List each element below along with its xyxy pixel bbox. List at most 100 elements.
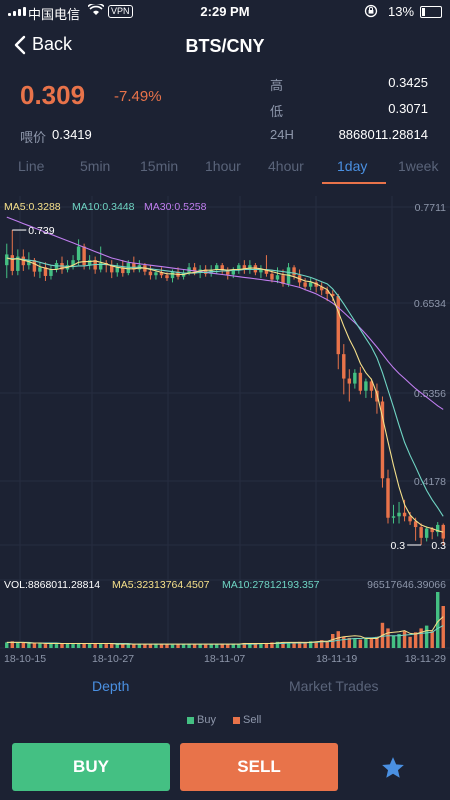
volume-bar	[441, 606, 445, 648]
volume-bar	[43, 644, 48, 648]
volume-bar	[38, 643, 42, 648]
volume-bar	[49, 643, 53, 648]
volume-bar	[264, 642, 269, 648]
sell-legend-label: Sell	[243, 714, 262, 726]
nav-bar: Back BTS/CNY	[0, 28, 450, 64]
volume-bar	[242, 642, 247, 648]
volume-bar	[60, 643, 64, 648]
candle-body	[413, 521, 418, 528]
tab-1day[interactable]: 1day	[337, 158, 368, 174]
candle-body	[154, 272, 158, 276]
candle-body	[27, 260, 31, 266]
price-axis-labels: 0.7711 0.6534 0.5356 0.4178	[414, 202, 446, 488]
candle-body	[336, 296, 340, 355]
candle-body	[358, 372, 363, 391]
volume-bar	[87, 644, 92, 648]
candle-body	[242, 265, 247, 270]
favorite-star-icon[interactable]	[378, 755, 408, 781]
date-axis-label: 18-11-19	[316, 653, 357, 665]
battery-icon	[420, 6, 442, 18]
volume-bar	[21, 642, 26, 648]
volume-bar	[214, 644, 219, 648]
date-axis-label: 18-11-29	[405, 653, 446, 665]
volume-bar	[336, 631, 340, 648]
candle-body	[203, 269, 208, 274]
volume-bars	[5, 592, 445, 648]
candle-body	[430, 528, 434, 533]
volume-bar	[402, 631, 407, 648]
volume-bar	[325, 641, 329, 648]
volume-bar	[16, 642, 20, 648]
volume-bar	[192, 644, 197, 648]
buy-button[interactable]: BUY	[12, 743, 170, 791]
volume-bar	[110, 643, 114, 648]
battery-percent: 13%	[388, 4, 415, 19]
price-axis-label: 0.4178	[414, 476, 446, 488]
volume-bar	[71, 644, 75, 648]
volume-bar	[347, 637, 352, 648]
candle-body	[98, 263, 103, 270]
candle-body	[16, 256, 20, 271]
tab-line[interactable]: Line	[18, 158, 45, 174]
candle-body	[110, 265, 114, 273]
volume-bar	[275, 641, 280, 648]
candle-body	[325, 290, 329, 294]
volume-ma5-legend: MA5:32313764.4507	[112, 579, 210, 591]
rotation-lock-icon	[364, 4, 378, 21]
candle-body	[386, 478, 390, 518]
volume-24h-value: 8868011.28814	[338, 127, 428, 142]
candle-body	[397, 512, 401, 517]
volume-bar	[397, 634, 401, 648]
candle-body	[82, 246, 86, 266]
tab-15min[interactable]: 15min	[140, 158, 179, 174]
ma-lines	[6, 216, 444, 533]
low-label: 低	[270, 104, 284, 119]
volume-legend: VOL:8868011.28814	[4, 579, 100, 591]
wifi-icon	[87, 2, 105, 19]
volume-bar	[121, 644, 125, 648]
candle-body	[308, 282, 313, 287]
price-axis-label: 0.5356	[414, 388, 446, 400]
volume-bar	[181, 644, 186, 648]
tab-depth[interactable]: Depth	[92, 678, 130, 694]
candle-body	[132, 263, 136, 270]
candle-body	[314, 282, 318, 287]
tab-market-trades[interactable]: Market Trades	[289, 678, 379, 694]
volume-bar	[159, 644, 164, 648]
candle-body	[347, 378, 352, 384]
kline-chart[interactable]: MA5:0.3288 MA10:0.3448 MA30:0.5258 0.771…	[0, 192, 450, 670]
price-change: -7.49%	[114, 88, 162, 105]
candle-body	[10, 255, 15, 271]
candle-body	[402, 512, 407, 517]
tab-5min[interactable]: 5min	[80, 158, 111, 174]
volume-bar	[353, 639, 357, 648]
candle-body	[148, 271, 153, 276]
status-bar: 中国电信 VPN 2:29 PM 13%	[0, 0, 450, 24]
candle-body	[270, 273, 274, 280]
last-price: 0.309	[20, 80, 86, 110]
volume-max-label: 96517646.39066	[367, 579, 446, 591]
candle-body	[170, 271, 175, 279]
volume-bar	[319, 640, 324, 648]
ma30-legend: MA30:0.5258	[144, 201, 207, 213]
volume-bar	[259, 643, 263, 648]
candle-body	[5, 254, 9, 266]
volume-bar	[104, 644, 108, 648]
date-axis-label: 18-11-07	[204, 653, 245, 665]
tab-1hour[interactable]: 1hour	[205, 158, 241, 174]
tab-1week[interactable]: 1week	[398, 158, 439, 174]
candle-body	[214, 265, 219, 270]
ma30-line	[6, 216, 444, 410]
ma5-legend: MA5:0.3288	[4, 201, 61, 213]
volume-bar	[98, 644, 103, 648]
candle-body	[115, 267, 119, 273]
back-button[interactable]: Back	[14, 34, 72, 55]
candle-body	[237, 265, 241, 271]
volume-bar	[148, 644, 153, 648]
volume-bar	[386, 628, 390, 648]
sell-button[interactable]: SELL	[180, 743, 338, 791]
tab-4hour[interactable]: 4hour	[268, 158, 304, 174]
volume-bar	[137, 643, 142, 648]
candlesticks	[5, 230, 445, 545]
candle-body	[353, 372, 357, 384]
